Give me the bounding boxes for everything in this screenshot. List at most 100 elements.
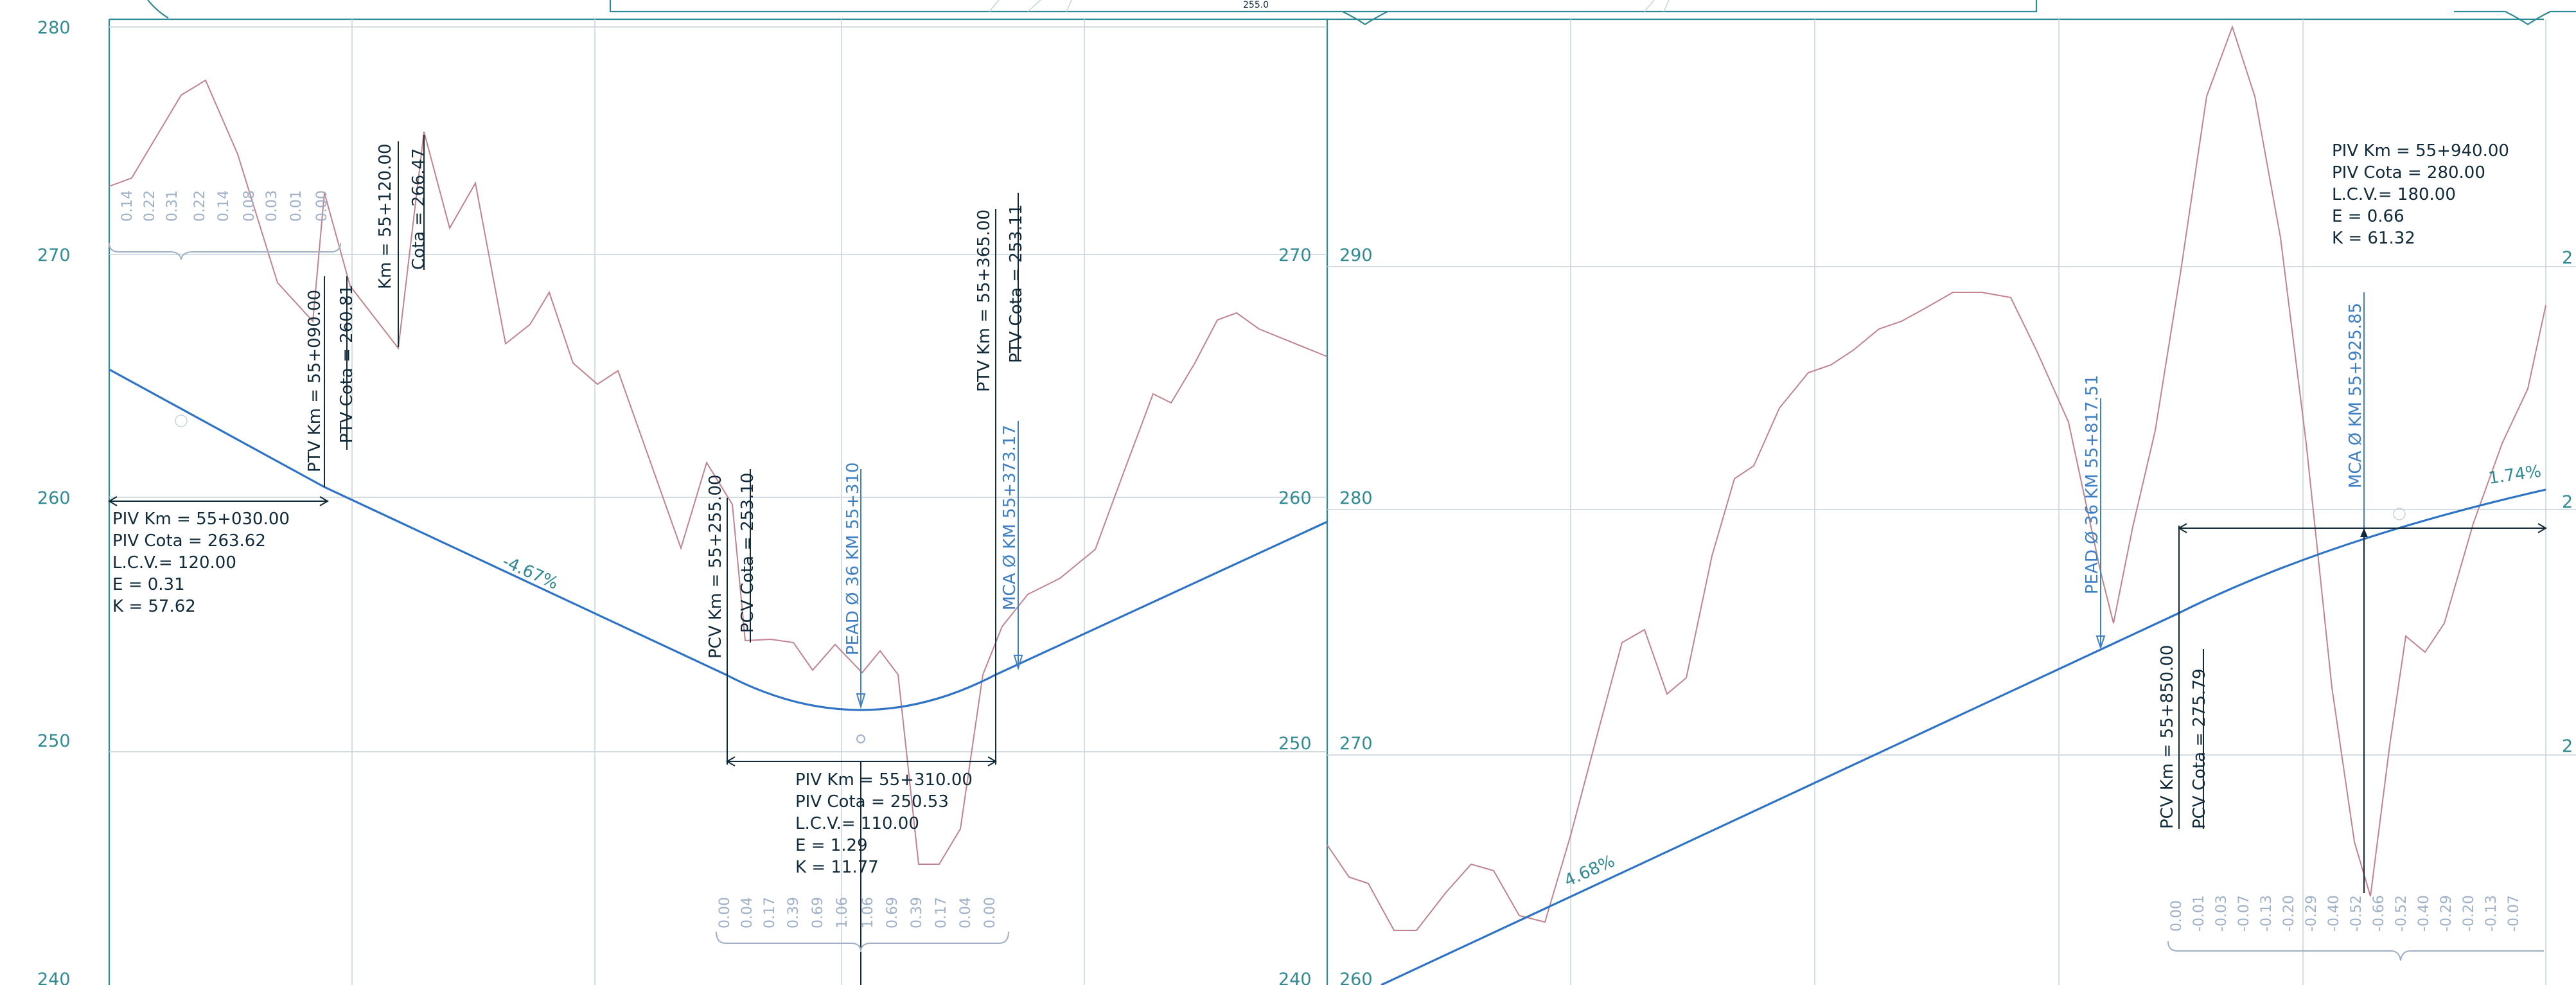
piv-km-label-2: PIV Km = 55+310.00 — [795, 770, 973, 790]
piv-km-label-3: PIV Km = 55+940.00 — [2332, 141, 2509, 161]
cut-fill-value: -0.29 — [2439, 895, 2455, 932]
grade-label-4-68: 4.68% — [1562, 851, 1618, 891]
elev-label-left-250: 250 — [1278, 734, 1312, 754]
elev-label-left-270: 270 — [1278, 245, 1312, 265]
fill-value: 0.14 — [119, 190, 136, 222]
cut-fill-value: 0.69 — [885, 897, 901, 928]
cut-fill-value: -0.07 — [2236, 895, 2252, 932]
cut-fill-value: -0.13 — [2259, 895, 2275, 932]
cut-fill-value: -0.20 — [2461, 895, 2477, 932]
elev-label-250: 250 — [37, 731, 71, 751]
cut-fill-value: -0.66 — [2371, 895, 2387, 932]
cut-fill-value: 0.69 — [810, 897, 826, 928]
cut-fill-value: 0.39 — [909, 897, 925, 928]
k-label: K = 57.62 — [112, 597, 196, 616]
cut-fill-value: 1.06 — [834, 897, 851, 928]
culvert-annotation-55-925: MCA Ø KM 55+925.85 — [2346, 292, 2365, 533]
culvert-label: MCA Ø KM 55+373.17 — [1000, 425, 1019, 610]
elev-label-far: 2 — [2562, 736, 2573, 756]
pcv-cota-label: PCV Cota = 253.10 — [738, 473, 757, 633]
fill-value: 0.22 — [142, 190, 158, 222]
fill-value: 0.00 — [314, 190, 330, 222]
cut-fill-value: -0.40 — [2416, 895, 2432, 932]
elev-label-280: 280 — [1339, 488, 1373, 508]
elev-label-left-260: 260 — [1278, 488, 1312, 508]
k-label-3: K = 61.32 — [2332, 229, 2415, 248]
cut-fill-value: 0.17 — [933, 897, 949, 928]
pcv-km-label-2: PCV Km = 55+850.00 — [2158, 645, 2177, 829]
ptv-cota-label: PTV Cota = 260.81 — [337, 285, 357, 443]
pcv-annotation-55-255: PCV Km = 55+255.00 PCV Cota = 253.10 — [706, 469, 757, 765]
elev-label-far: 2 — [2562, 492, 2573, 512]
cut-fill-value: -0.40 — [2326, 895, 2342, 932]
lcv-label-2: L.C.V.= 110.00 — [795, 814, 919, 833]
cut-fill-value: 1.06 — [860, 897, 876, 928]
k-label-2: K = 11.77 — [795, 858, 879, 877]
cut-fill-values-row-1: 0.00 0.04 0.17 0.39 0.69 1.06 1.06 0.69 … — [716, 897, 1009, 953]
fill-value: 0.31 — [164, 190, 181, 222]
grade-label-neg-4-67: -4.67% — [499, 552, 561, 594]
pcv-annotation-55-850: PCV Km = 55+850.00 PCV Cota = 275.79 — [2158, 526, 2209, 829]
fill-value: 0.08 — [242, 190, 258, 222]
fill-value: 0.03 — [264, 190, 280, 222]
cut-fill-value: 0.04 — [958, 897, 974, 928]
ground-profile-1 — [109, 79, 1328, 865]
cut-fill-value: -0.52 — [2349, 895, 2365, 932]
cut-fill-value: 0.17 — [762, 897, 778, 928]
design-grade-line-1 — [109, 368, 1328, 711]
cut-fill-value: 0.00 — [982, 897, 998, 928]
ptv-annotation-55-365: PTV Km = 55+365.00 PTV Cota = 253.11 — [975, 193, 1026, 765]
e-label: E = 0.31 — [112, 575, 185, 594]
cut-fill-value: -0.13 — [2483, 895, 2500, 932]
cut-fill-value: -0.01 — [2191, 895, 2207, 932]
piv-cota-label: PIV Cota = 263.62 — [112, 531, 266, 551]
cut-fill-value: 0.00 — [717, 897, 733, 928]
cut-fill-value: -0.07 — [2506, 895, 2522, 932]
top-strip: 255.0 — [147, 0, 2576, 26]
culvert-annotation-55-310: PEAD Ø 36 KM 55+310 — [843, 463, 866, 743]
culvert-annotation-55-373: MCA Ø KM 55+373.17 — [1000, 421, 1023, 671]
cut-fill-value: 0.39 — [786, 897, 802, 928]
curve-annotation-piv-55-940: PIV Km = 55+940.00 PIV Cota = 280.00 L.C… — [2178, 141, 2547, 893]
elev-label-270: 270 — [37, 245, 71, 265]
curve-annotation-piv-55-030: PIV Km = 55+030.00 PIV Cota = 263.62 L.C… — [108, 496, 329, 616]
profile-panel-1: 280 270 260 250 240 -4.67% 0.14 0.22 0.3… — [37, 18, 1328, 985]
grade-label-1-74: 1.74% — [2487, 462, 2543, 488]
ptv-km-label-2: PTV Km = 55+365.00 — [975, 209, 994, 392]
fill-value: 0.22 — [192, 190, 208, 222]
elev-label-240: 240 — [37, 970, 71, 985]
elev-label-290: 290 — [1339, 245, 1373, 265]
lcv-label-3: L.C.V.= 180.00 — [2332, 185, 2456, 204]
cut-fill-value: -0.29 — [2304, 895, 2320, 932]
elev-label-far: 2 — [2562, 248, 2573, 268]
inset-label: 255.0 — [1243, 0, 1269, 10]
cut-fill-value: -0.52 — [2394, 895, 2410, 932]
cut-fill-value: 0.00 — [2169, 900, 2185, 932]
piv-cota-label-2: PIV Cota = 250.53 — [795, 792, 949, 812]
pcv-cota-label-2: PCV Cota = 275.79 — [2190, 669, 2209, 829]
ptv-annotation-55-090: PTV Km = 55+090.00 PTV Cota = 260.81 — [305, 276, 357, 487]
piv-cota-label-3: PIV Cota = 280.00 — [2332, 163, 2485, 182]
culvert-annotation-55-817: PEAD Ø 36 KM 55+817.51 — [2083, 375, 2106, 650]
piv-km-label: PIV Km = 55+030.00 — [112, 510, 290, 529]
lcv-label: L.C.V.= 120.00 — [112, 553, 236, 572]
point-annotation-55-120: Km = 55+120.00 Cota = 266.47 — [376, 135, 428, 347]
point-cota-label: Cota = 266.47 — [409, 148, 428, 270]
ptv-cota-label-2: PTV Cota = 253.11 — [1007, 204, 1026, 363]
ptv-km-label: PTV Km = 55+090.00 — [305, 290, 324, 472]
cut-fill-values-row-2: 0.00 -0.01 -0.03 -0.07 -0.13 -0.20 -0.29… — [2167, 895, 2544, 961]
culvert-label: MCA Ø KM 55+925.85 — [2346, 303, 2365, 488]
ground-profile-2 — [1327, 24, 2546, 931]
culvert-label: PEAD Ø 36 KM 55+817.51 — [2083, 375, 2102, 594]
elev-label-left-240: 240 — [1278, 970, 1312, 985]
e-label-3: E = 0.66 — [2332, 207, 2404, 226]
fill-values-row-1: 0.14 0.22 0.31 0.22 0.14 0.08 0.03 0.01 … — [109, 190, 341, 260]
profile-panel-2: 270 260 250 240 290 280 270 260 2 2 2 4.… — [1278, 18, 2576, 985]
curve-annotation-piv-55-310: PIV Km = 55+310.00 PIV Cota = 250.53 L.C… — [726, 756, 997, 985]
design-grade-line-2 — [1381, 488, 2546, 985]
elev-label-260: 260 — [1339, 970, 1373, 985]
point-km-label: Km = 55+120.00 — [376, 143, 395, 289]
culvert-label: PEAD Ø 36 KM 55+310 — [843, 463, 863, 656]
cut-fill-value: -0.20 — [2281, 895, 2297, 932]
